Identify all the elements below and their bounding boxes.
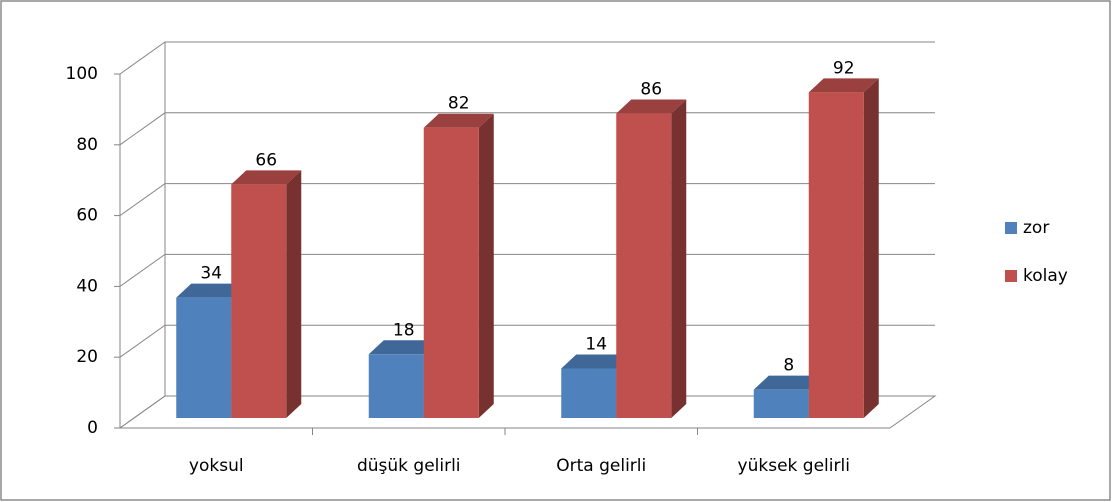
data-label: 66 <box>255 150 277 170</box>
data-label: 14 <box>585 334 607 354</box>
data-label: 82 <box>448 94 470 114</box>
bar <box>753 389 809 418</box>
bar <box>423 127 479 418</box>
data-label: 34 <box>200 264 222 284</box>
legend-swatch <box>1005 270 1017 282</box>
x-tick-label: düşük gelirli <box>357 456 461 476</box>
x-tick-label: yoksul <box>189 456 244 476</box>
bar <box>616 113 672 418</box>
legend-label: kolay <box>1023 266 1068 286</box>
y-tick-label: 20 <box>76 347 98 367</box>
bar <box>176 297 232 418</box>
legend-label: zor <box>1023 218 1049 238</box>
legend-swatch <box>1005 222 1017 234</box>
bar-top <box>423 113 494 128</box>
bar-top <box>753 375 824 390</box>
bar-top <box>808 78 879 93</box>
data-label: 18 <box>393 320 415 340</box>
bar-top <box>176 283 247 298</box>
bar-side <box>671 99 687 418</box>
bar-top <box>231 170 302 185</box>
bar-side <box>863 78 879 418</box>
bar-side <box>286 170 302 418</box>
bar <box>231 184 287 418</box>
bar <box>368 354 424 418</box>
data-label: 8 <box>783 356 794 376</box>
data-label: 92 <box>833 58 855 78</box>
grid-line <box>119 41 935 75</box>
bar-side <box>478 113 494 418</box>
data-label: 86 <box>640 80 662 100</box>
y-tick-label: 100 <box>66 64 98 84</box>
x-tick-label: yüksek gelirli <box>738 456 850 476</box>
x-tick-label: Orta gelirli <box>556 456 646 476</box>
bar <box>808 92 864 418</box>
y-tick-label: 40 <box>76 276 98 296</box>
y-tick-label: 60 <box>76 206 98 226</box>
bar-top <box>561 354 632 369</box>
bar-top <box>616 99 687 114</box>
y-tick-label: 0 <box>87 418 98 438</box>
y-tick-label: 80 <box>76 135 98 155</box>
bar <box>561 368 617 418</box>
bar-top <box>368 340 439 355</box>
